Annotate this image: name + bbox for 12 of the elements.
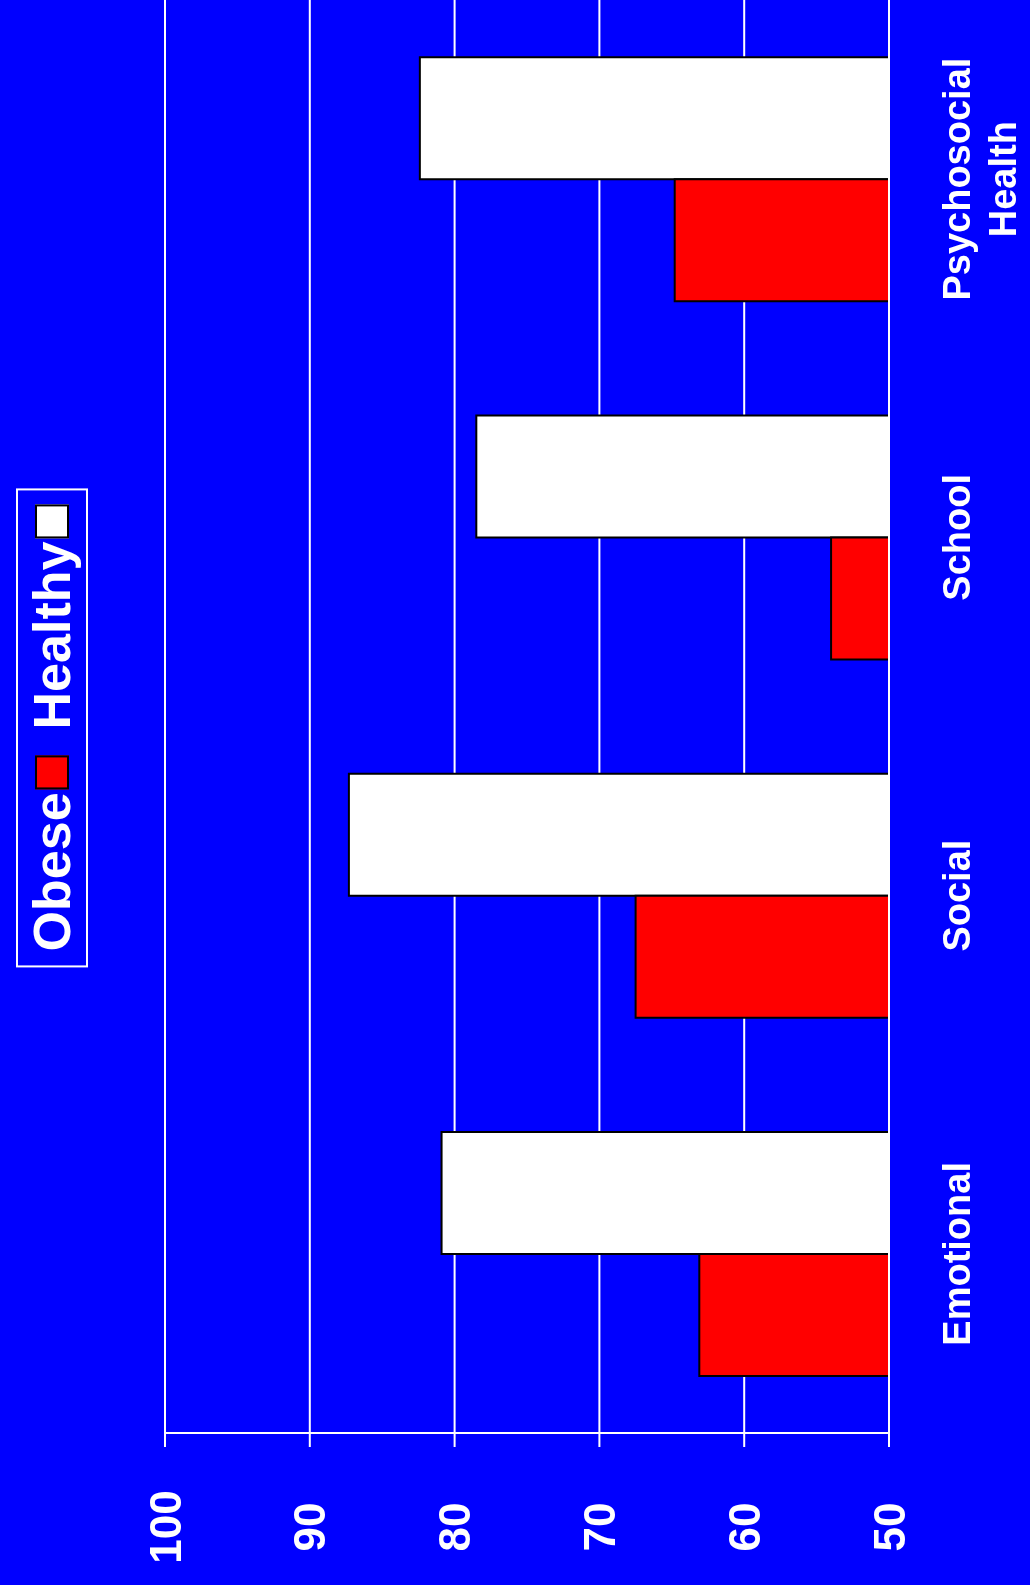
x-tick-label: 90 [285, 1502, 335, 1552]
y-tick-label: School [936, 474, 978, 601]
x-tick-label: 100 [140, 1490, 190, 1564]
y-tick-label: Social [936, 839, 978, 952]
x-tick-label: 50 [864, 1502, 914, 1552]
x-tick-label: 60 [719, 1502, 769, 1552]
y-tick-label: Emotional [936, 1162, 978, 1346]
legend-label: Obese [22, 792, 82, 952]
y-tick-label: Psychosocial Health [936, 57, 1024, 301]
x-tick-label: 80 [430, 1502, 480, 1552]
legend-label: Healthy [22, 541, 82, 730]
x-tick-label: 70 [574, 1502, 624, 1552]
